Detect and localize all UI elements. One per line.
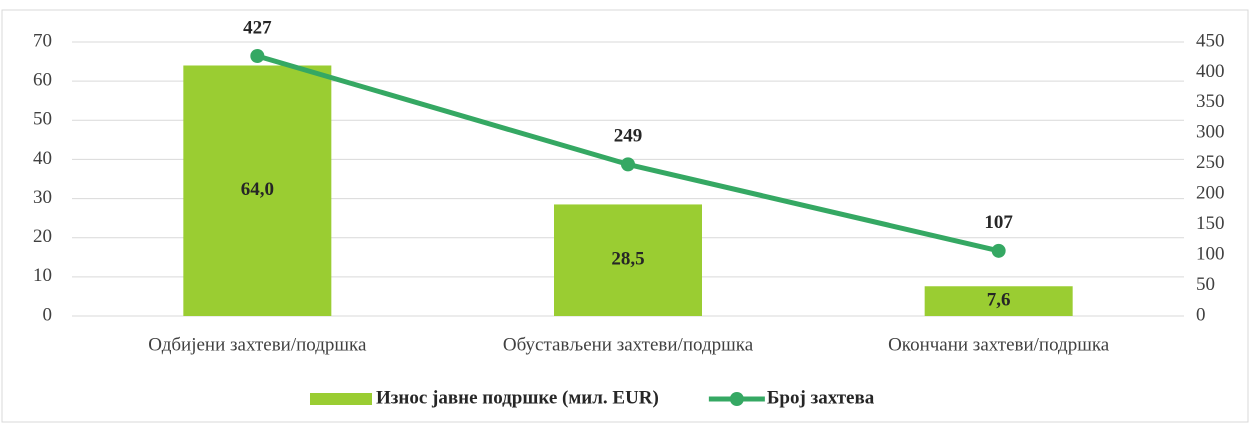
- y-tick-label: 70: [33, 30, 52, 51]
- x-tick-label: Одбијени захтеви/подршка: [148, 334, 367, 355]
- x-tick-label: Окончани захтеви/подршка: [888, 334, 1110, 355]
- y2-tick-label: 100: [1196, 243, 1225, 264]
- y-tick-label: 50: [33, 109, 52, 130]
- bar: [183, 65, 332, 316]
- line-marker: [621, 157, 635, 172]
- y2-tick-label: 150: [1196, 213, 1225, 234]
- y2-tick-label: 50: [1196, 274, 1215, 295]
- line-marker: [991, 243, 1006, 258]
- legend-swatch: [310, 393, 372, 405]
- y2-tick-label: 0: [1196, 304, 1206, 325]
- y2-tick-label: 300: [1196, 122, 1225, 143]
- line-marker: [250, 49, 265, 64]
- bar: [554, 204, 702, 316]
- y2-tick-label: 450: [1196, 30, 1225, 51]
- line-value-label: 249: [614, 126, 643, 147]
- y2-tick-label: 400: [1196, 61, 1225, 82]
- bar: [924, 286, 1073, 316]
- legend-marker: [729, 392, 744, 406]
- bar-value-label: 64,0: [241, 179, 274, 200]
- y-tick-label: 30: [33, 187, 52, 208]
- y-tick-label: 20: [33, 226, 52, 247]
- x-tick-label: Обустављени захтеви/подршка: [503, 334, 754, 355]
- bar-value-label: 7,6: [987, 289, 1011, 310]
- y2-tick-label: 200: [1196, 183, 1225, 204]
- y-tick-label: 40: [33, 148, 52, 169]
- y2-tick-label: 350: [1196, 91, 1225, 112]
- legend-label: Број захтева: [767, 387, 875, 408]
- line-value-label: 427: [243, 17, 272, 38]
- y-tick-label: 60: [33, 70, 52, 91]
- y2-tick-label: 250: [1196, 152, 1225, 173]
- y-tick-label: 0: [43, 304, 53, 325]
- legend-label: Износ јавне подршке (мил. EUR): [376, 387, 659, 408]
- bar-value-label: 28,5: [611, 249, 644, 270]
- line-value-label: 107: [984, 212, 1013, 233]
- y-tick-label: 10: [33, 265, 52, 286]
